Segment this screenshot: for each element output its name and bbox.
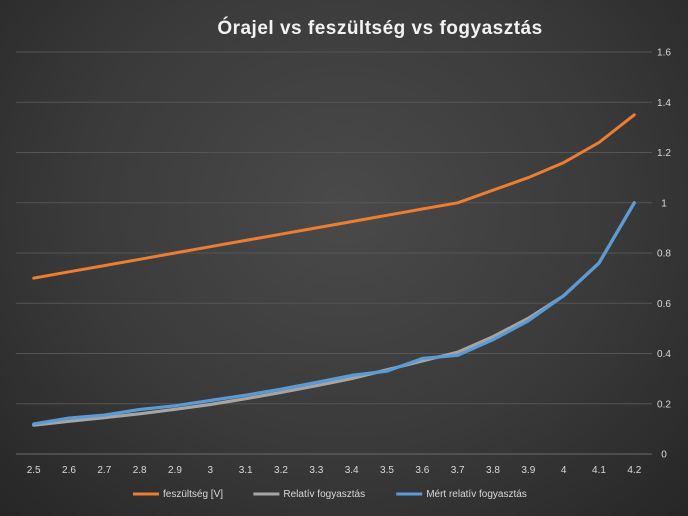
x-tick-label: 3.9	[521, 465, 535, 476]
x-tick-label: 2.5	[27, 465, 41, 476]
x-tick-label: 4.2	[627, 465, 641, 476]
x-tick-label: 3.1	[239, 465, 253, 476]
y-tick-label: 0.6	[657, 299, 671, 310]
y-tick-label: 1.2	[657, 148, 671, 159]
y-tick-label: 1	[661, 198, 667, 209]
x-tick-label: 3.2	[274, 465, 288, 476]
y-tick-label: 1.4	[657, 98, 671, 109]
y-tick-label: 0.8	[657, 249, 671, 260]
x-tick-label: 3.3	[309, 465, 323, 476]
x-tick-label: 2.6	[62, 465, 76, 476]
x-tick-label: 3.7	[451, 465, 465, 476]
x-tick-label: 2.8	[133, 465, 147, 476]
x-tick-label: 2.7	[97, 465, 111, 476]
legend-label-3: Mért relatív fogyasztás	[426, 489, 527, 500]
x-tick-label: 3.6	[415, 465, 429, 476]
x-tick-label: 4	[561, 465, 567, 476]
chart-title: Órajel vs feszültség vs fogyasztás	[217, 18, 543, 39]
x-tick-label: 2.9	[168, 465, 182, 476]
x-tick-label: 4.1	[592, 465, 606, 476]
x-tick-label: 3.4	[345, 465, 359, 476]
series-line-2	[32, 201, 636, 427]
y-tick-label: 0.4	[657, 349, 671, 360]
y-tick-label: 0	[661, 450, 667, 461]
legend-label-2: Relatív fogyasztás	[283, 489, 365, 500]
series-line-1	[32, 113, 636, 280]
series-line-3	[32, 201, 636, 426]
x-tick-label: 3.5	[380, 465, 394, 476]
y-tick-label: 0.2	[657, 399, 671, 410]
x-tick-label: 3.8	[486, 465, 500, 476]
y-tick-label: 1.6	[657, 48, 671, 59]
x-tick-label: 3	[208, 465, 214, 476]
legend-label-1: feszültség [V]	[163, 489, 223, 500]
